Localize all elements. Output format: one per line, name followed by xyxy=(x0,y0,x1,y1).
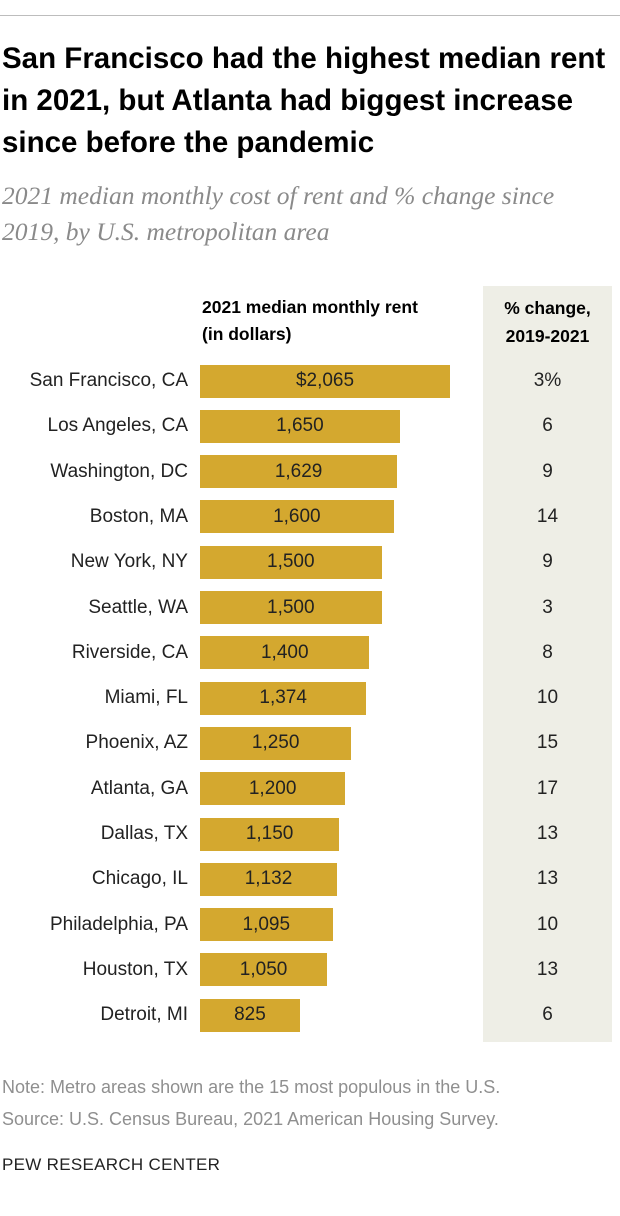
category-label: New York, NY xyxy=(70,551,188,573)
bar xyxy=(200,636,370,670)
change-value: 6 xyxy=(542,415,553,437)
bar xyxy=(200,455,398,489)
category-label: Los Angeles, CA xyxy=(47,415,188,437)
change-value: 9 xyxy=(542,551,553,573)
category-label: Riverside, CA xyxy=(71,641,188,663)
source: Source: U.S. Census Bureau, 2021 America… xyxy=(2,1109,499,1129)
value-label: 1,400 xyxy=(260,641,309,663)
change-column-background xyxy=(483,286,612,1042)
change-value: 10 xyxy=(536,687,559,709)
bar xyxy=(200,409,400,443)
bar-header: 2021 median monthly rent (in dollars) xyxy=(202,297,418,344)
bar xyxy=(200,591,382,624)
change-value: 17 xyxy=(536,777,559,799)
value-label: 1,500 xyxy=(267,596,315,618)
top-rule xyxy=(0,15,620,16)
chart-title: San Francisco had the highest median ren… xyxy=(2,42,606,159)
change-value: 13 xyxy=(536,823,559,844)
change-value: 8 xyxy=(542,641,553,663)
bar xyxy=(200,998,300,1032)
change-value: 13 xyxy=(536,958,559,980)
change-value: 6 xyxy=(542,1004,553,1026)
value-label: 1,150 xyxy=(245,823,294,844)
value-label: $2,065 xyxy=(295,370,355,391)
category-label: Dallas, TX xyxy=(100,823,188,844)
value-label: 1,250 xyxy=(251,732,300,754)
change-value: 13 xyxy=(536,868,559,890)
category-label: Chicago, IL xyxy=(91,868,188,890)
category-label: Miami, FL xyxy=(104,687,188,709)
change-value: 9 xyxy=(542,460,553,482)
bar xyxy=(200,908,333,942)
category-label: Washington, DC xyxy=(50,460,188,482)
value-label: 1,650 xyxy=(276,415,324,437)
change-header: % change, 2019-2021 xyxy=(504,298,591,346)
change-value: 14 xyxy=(536,505,559,527)
bar xyxy=(200,681,367,715)
bar xyxy=(200,500,394,534)
value-label: 1,050 xyxy=(239,958,288,980)
value-label: 825 xyxy=(234,1004,266,1026)
bar xyxy=(200,817,340,851)
value-label: 1,629 xyxy=(274,460,323,482)
category-label: San Francisco, CA xyxy=(29,370,188,391)
value-label: 1,600 xyxy=(273,505,321,527)
category-label: Houston, TX xyxy=(82,958,188,980)
value-label: 1,095 xyxy=(242,913,291,935)
bar xyxy=(200,862,338,896)
value-label: 1,374 xyxy=(259,687,307,709)
change-value: 15 xyxy=(536,732,559,754)
credit: PEW RESEARCH CENTER xyxy=(2,1155,221,1174)
note: Note: Metro areas shown are the 15 most … xyxy=(2,1077,501,1097)
bar xyxy=(200,772,346,806)
bar xyxy=(200,726,352,760)
category-label: Boston, MA xyxy=(89,505,188,527)
change-value: 3% xyxy=(533,370,562,391)
chart-subtitle: 2021 median monthly cost of rent and % c… xyxy=(2,181,555,246)
change-value: 3 xyxy=(542,596,553,618)
bar xyxy=(200,953,328,987)
category-label: Detroit, MI xyxy=(100,1004,188,1026)
category-label: Phoenix, AZ xyxy=(85,732,188,754)
value-label: 1,500 xyxy=(267,551,315,573)
category-label: Seattle, WA xyxy=(88,596,188,618)
value-label: 1,200 xyxy=(248,777,297,799)
bar xyxy=(200,364,450,398)
value-label: 1,132 xyxy=(244,868,293,890)
change-value: 10 xyxy=(536,913,559,935)
category-label: Atlanta, GA xyxy=(90,777,188,799)
category-label: Philadelphia, PA xyxy=(49,913,188,935)
bar xyxy=(200,545,382,579)
